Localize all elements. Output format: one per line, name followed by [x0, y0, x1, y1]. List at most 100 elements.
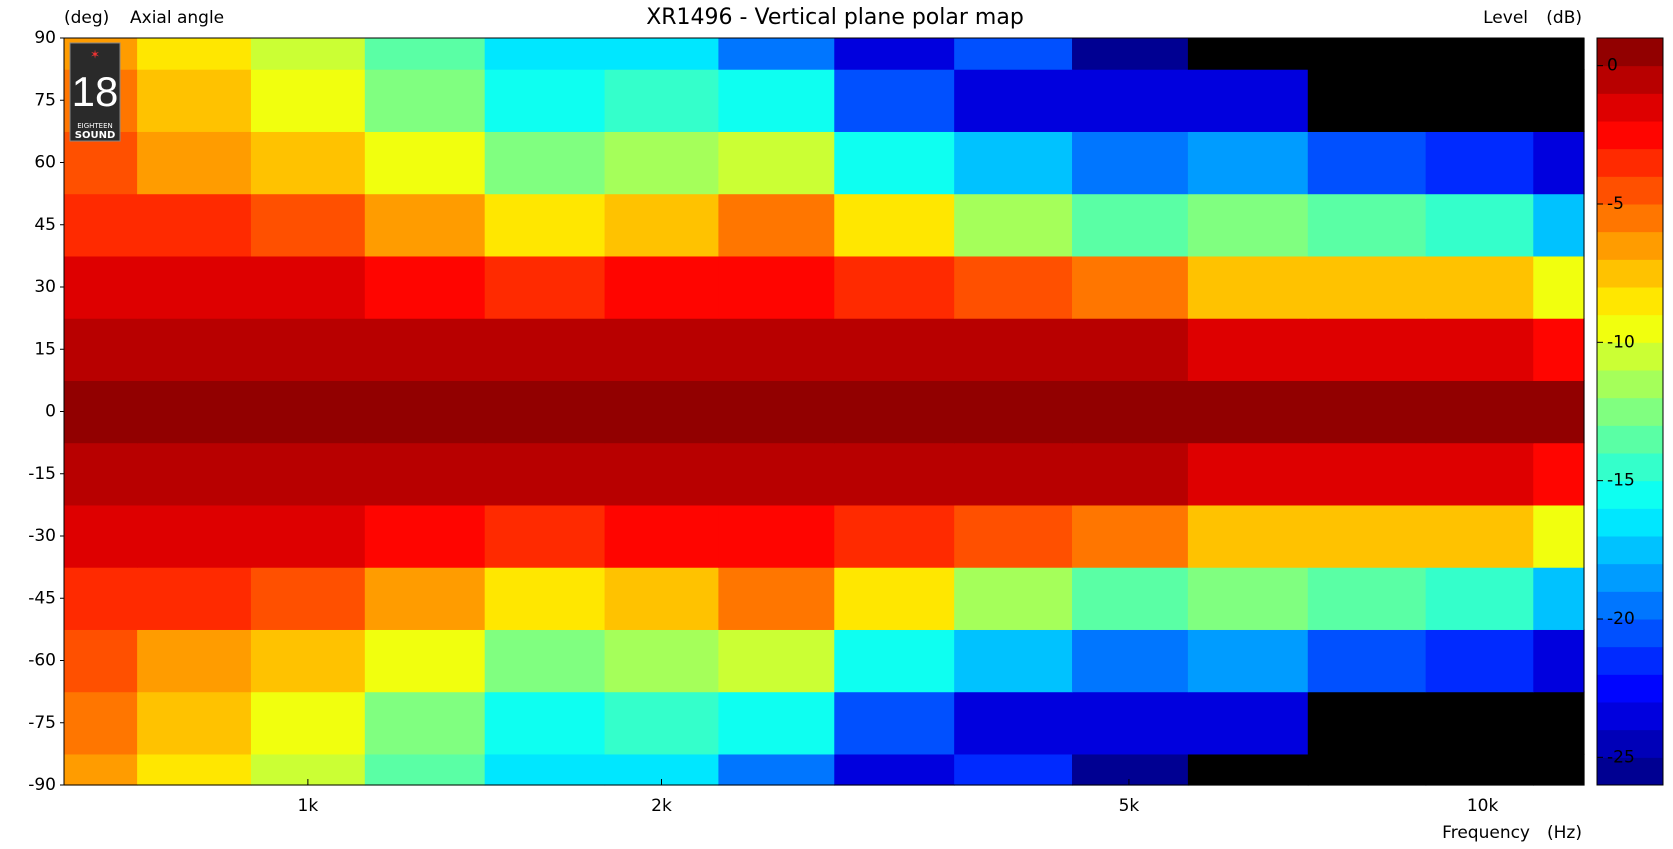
heat-cell	[64, 318, 138, 381]
colorbar-band	[1597, 204, 1663, 233]
heat-cell	[954, 255, 1073, 319]
heat-cell	[137, 504, 252, 568]
heat-cell	[954, 131, 1073, 195]
heat-cell	[1307, 629, 1427, 693]
heat-cell	[1072, 442, 1189, 506]
heat-cell	[718, 69, 835, 132]
colorbar-tick-label: -15	[1607, 471, 1635, 491]
heat-cell	[1425, 38, 1534, 70]
heat-cell	[1425, 380, 1534, 444]
colorbar-band	[1597, 480, 1663, 509]
heat-cell	[1072, 567, 1189, 630]
y-unit: (deg)	[64, 8, 109, 28]
axes: 90 75 60 45 30 15 0 -15 -30 -45 -60 -75 -90 1k 2k 5k 10k…	[28, 28, 1664, 816]
heat-cell	[1072, 629, 1189, 693]
heat-cell	[834, 318, 955, 381]
x-tick-label: 5k	[1119, 796, 1140, 816]
x-unit: (Hz)	[1547, 823, 1582, 843]
y-tick-label: 90	[34, 28, 56, 48]
heat-cell	[250, 318, 366, 381]
heat-cell	[137, 442, 252, 506]
colorbar-band	[1597, 148, 1663, 177]
y-tick-label: -45	[28, 588, 56, 608]
x-tick-label: 2k	[651, 796, 672, 816]
logo: ✶ 18 EIGHTEEN SOUND	[69, 42, 121, 142]
heat-cell	[604, 504, 720, 568]
heat-cell	[250, 193, 366, 257]
heat-cell	[484, 255, 606, 319]
heat-cell	[718, 442, 835, 506]
heat-cell	[718, 380, 835, 444]
heat-cell	[954, 380, 1073, 444]
heat-cell	[137, 193, 252, 257]
y-tick-label: 75	[34, 90, 56, 110]
heat-cell	[1187, 753, 1309, 786]
heat-cell	[364, 380, 486, 444]
heat-cell	[834, 691, 955, 755]
heat-cell	[1307, 504, 1427, 568]
heat-cell	[64, 567, 138, 630]
heat-cell	[250, 38, 366, 70]
heat-cell	[604, 38, 720, 70]
heat-cell	[1533, 131, 1585, 195]
heat-cell	[1187, 629, 1309, 693]
heat-cell	[364, 38, 486, 70]
heat-cell	[250, 691, 366, 755]
logo-line2: SOUND	[75, 130, 116, 141]
colorbar-band	[1597, 674, 1663, 703]
heat-cell	[834, 380, 955, 444]
heat-cell	[1307, 69, 1427, 132]
heat-cell	[1187, 193, 1309, 257]
colorbar-band	[1597, 314, 1663, 343]
heat-cell	[1533, 38, 1585, 70]
heat-cell	[718, 567, 835, 630]
heat-cell	[954, 629, 1073, 693]
y-tick-label: -60	[28, 651, 56, 671]
colorbar-label: Level	[1483, 8, 1528, 28]
heat-cell	[1187, 69, 1309, 132]
heat-cell	[250, 69, 366, 132]
heat-cell	[604, 442, 720, 506]
heat-cell	[64, 193, 138, 257]
colorbar-band	[1597, 536, 1663, 565]
heat-cell	[364, 193, 486, 257]
heat-cell	[137, 629, 252, 693]
heat-cell	[250, 504, 366, 568]
heat-cell	[1187, 131, 1309, 195]
heat-cell	[1425, 193, 1534, 257]
heat-cell	[1072, 69, 1189, 132]
heat-cell	[1425, 255, 1534, 319]
heat-cell	[64, 255, 138, 319]
heat-cell	[1425, 629, 1534, 693]
heat-cell	[718, 691, 835, 755]
heat-cell	[364, 69, 486, 132]
y-tick-label: 30	[34, 277, 56, 297]
heat-cell	[604, 193, 720, 257]
heat-cell	[137, 318, 252, 381]
heat-cell	[718, 255, 835, 319]
heat-cell	[954, 38, 1073, 70]
heat-cell	[484, 380, 606, 444]
heat-cell	[604, 691, 720, 755]
heat-cell	[954, 193, 1073, 257]
heat-cell	[250, 442, 366, 506]
heat-cell	[1425, 691, 1534, 755]
heatmap	[64, 38, 1585, 786]
heat-cell	[1307, 255, 1427, 319]
heat-cell	[64, 629, 138, 693]
heat-cell	[718, 753, 835, 786]
heat-cell	[484, 193, 606, 257]
heat-cell	[1187, 318, 1309, 381]
heat-cell	[1072, 38, 1189, 70]
logo-number: 18	[72, 68, 119, 115]
y-tick-label: 15	[34, 339, 56, 359]
heat-cell	[137, 691, 252, 755]
heat-cell	[1425, 567, 1534, 630]
heat-cell	[1072, 131, 1189, 195]
heat-cell	[1307, 318, 1427, 381]
heat-cell	[954, 318, 1073, 381]
heat-cell	[250, 131, 366, 195]
logo-line1: EIGHTEEN	[77, 122, 113, 130]
colorbar-tick-label: -20	[1607, 609, 1635, 629]
colorbar-band	[1597, 453, 1663, 482]
